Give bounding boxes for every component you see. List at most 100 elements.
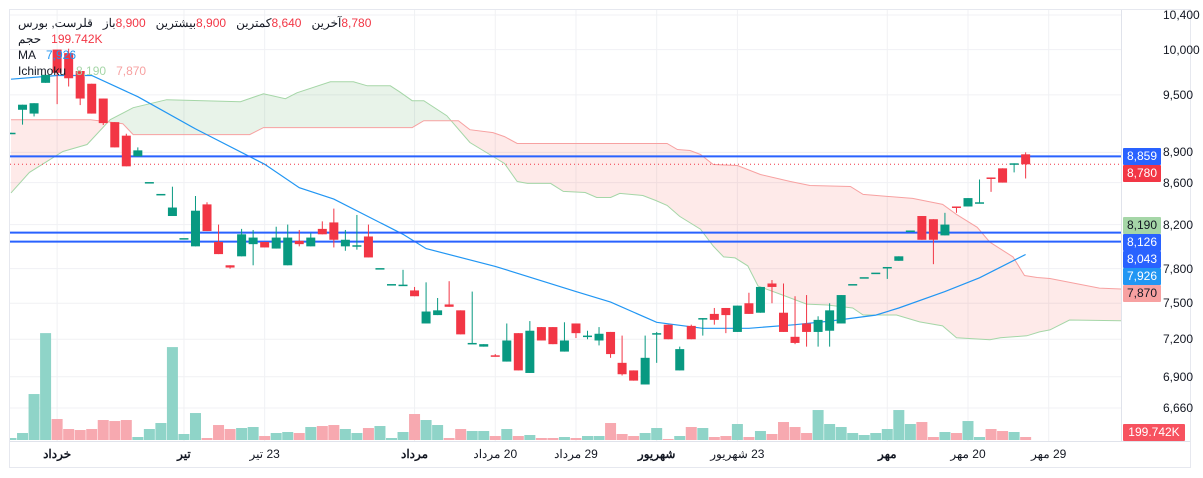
candle <box>629 370 639 381</box>
volume-bar <box>685 427 697 440</box>
candle <box>398 269 408 287</box>
volume-bar <box>97 420 109 440</box>
level-tag-8859: 8,859 <box>1123 147 1161 165</box>
time-axis-label: شهریور <box>637 447 676 461</box>
last-price-tag: 8,780 <box>1123 164 1161 182</box>
candle-body <box>917 216 927 240</box>
candle-body <box>905 230 915 233</box>
symbol-name[interactable]: قلرست, بورس <box>18 16 93 30</box>
price-axis-label: 6,900 <box>1163 369 1194 384</box>
candle <box>940 212 950 236</box>
volume-bar <box>178 434 190 440</box>
volume-bar <box>478 431 490 440</box>
candle <box>963 198 973 207</box>
candle <box>686 324 696 340</box>
time-axis-label: 20 مرداد <box>473 447 518 461</box>
candle-body <box>986 177 996 179</box>
moving-average-line <box>10 74 1026 329</box>
candle-body <box>398 284 408 287</box>
volume-bar <box>270 433 282 440</box>
volume-bar <box>801 433 813 440</box>
price-axis-label: 7,200 <box>1163 332 1194 347</box>
high-label: بیشترین <box>155 16 197 30</box>
open-label: باز <box>102 16 116 30</box>
candle <box>490 354 500 357</box>
candle <box>10 132 16 135</box>
candle-body <box>836 295 846 324</box>
volume-bar <box>628 436 640 440</box>
volume-bar <box>213 425 225 440</box>
candle <box>190 196 200 247</box>
candle-body <box>790 336 800 343</box>
candle <box>363 224 373 258</box>
price-axis-label: 6,660 <box>1163 401 1194 415</box>
volume-legend-row[interactable]: حجم 199.742K <box>18 31 371 47</box>
candle <box>386 284 396 286</box>
volume-bar <box>466 431 478 440</box>
candle-body <box>410 290 420 297</box>
volume-bar <box>754 431 766 440</box>
volume-bar <box>939 432 951 440</box>
candle-body <box>894 256 904 261</box>
candle-body <box>260 241 270 248</box>
volume-bar <box>904 424 916 440</box>
volume-bar <box>28 394 40 440</box>
candle-body <box>329 222 339 240</box>
volume-bar <box>789 427 801 440</box>
time-axis-label: 23 شهریور <box>710 447 765 461</box>
time-axis-label: مهر <box>877 447 897 461</box>
candle-body <box>10 132 16 135</box>
candle <box>202 202 212 232</box>
volume-bar <box>86 429 98 440</box>
candle <box>663 324 673 340</box>
candle <box>214 224 224 255</box>
candle-body <box>767 283 777 287</box>
y-axis-divider <box>1121 10 1122 441</box>
candle-body <box>1009 163 1019 165</box>
volume-bar <box>858 435 870 440</box>
close-value: 8,780 <box>341 16 372 30</box>
candle <box>732 305 742 332</box>
price-axis-label: 8,600 <box>1163 175 1194 190</box>
volume-bar <box>893 410 905 440</box>
volume-bar <box>662 438 674 440</box>
candle <box>156 193 166 196</box>
candle-body <box>363 236 373 258</box>
ichimoku-legend-row[interactable]: Ichimoku 8,190 7,870 <box>18 63 371 79</box>
ma-legend-row[interactable]: MA 7,926 <box>18 47 371 63</box>
volume-bar <box>132 437 144 440</box>
candle <box>779 283 789 332</box>
volume-bar <box>189 413 201 440</box>
volume-bar <box>824 424 836 440</box>
candle <box>859 277 869 279</box>
candle-body <box>1021 154 1031 165</box>
candle-body <box>548 327 558 345</box>
time-axis-label: خرداد <box>43 447 72 461</box>
chart-frame <box>9 9 1191 468</box>
volume-bar <box>328 425 340 440</box>
candle-body <box>652 333 662 335</box>
volume-bar <box>558 437 570 440</box>
candle <box>444 281 454 307</box>
volume-bar <box>997 431 1009 440</box>
volume-bar <box>74 430 86 440</box>
volume-bar <box>351 433 363 440</box>
candle-body <box>190 210 200 247</box>
volume-bar <box>1008 432 1020 440</box>
volume-bar <box>293 433 305 440</box>
candle-body <box>386 284 396 286</box>
candle-body <box>559 340 569 352</box>
candle <box>179 238 189 240</box>
candle-body <box>121 135 131 167</box>
candle-body <box>98 98 108 124</box>
candle <box>306 233 316 247</box>
chart-legend: قلرست, بورس باز 8,900 بیشترین 8,900 کمتر… <box>18 15 371 79</box>
candle-body <box>444 304 454 307</box>
volume-bar <box>420 420 432 440</box>
candle <box>836 295 846 324</box>
candle-body <box>283 237 293 266</box>
candle <box>340 229 350 251</box>
ichimoku-span-a-value: 8,190 <box>76 64 107 78</box>
candle <box>456 310 466 335</box>
